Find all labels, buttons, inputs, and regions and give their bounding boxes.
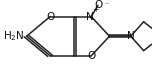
Text: O: O	[46, 12, 54, 22]
Text: $\mathregular{H_2N}$: $\mathregular{H_2N}$	[3, 29, 25, 43]
Text: O: O	[87, 51, 95, 61]
Text: O: O	[94, 0, 102, 10]
Text: ⁻: ⁻	[104, 0, 108, 9]
Text: N: N	[127, 31, 135, 41]
Text: +: +	[92, 6, 98, 14]
Text: N: N	[86, 12, 93, 22]
